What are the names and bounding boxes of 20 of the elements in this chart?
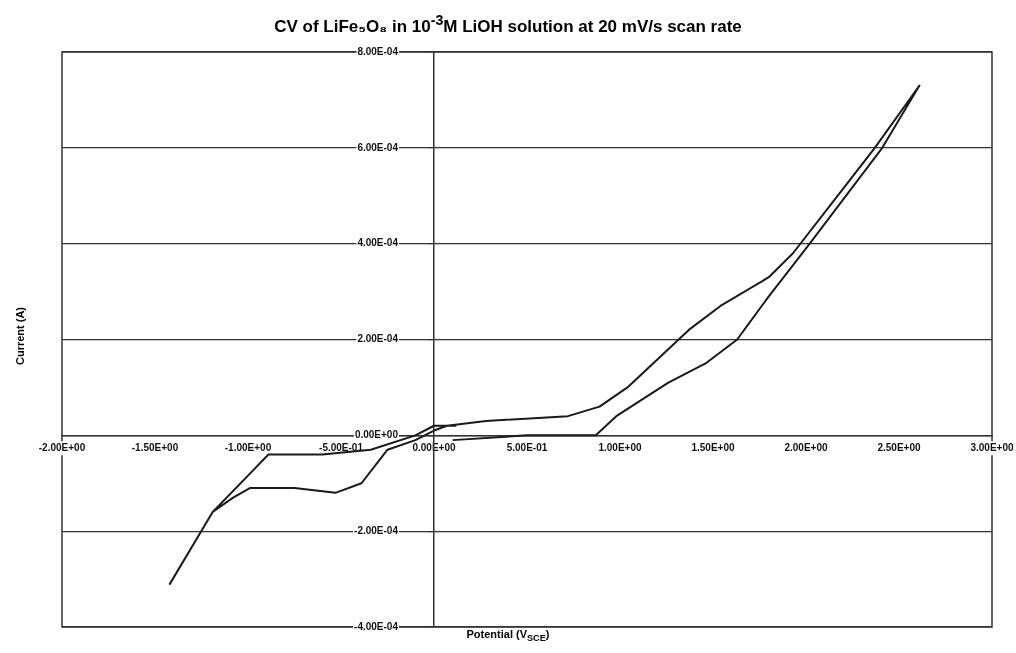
x-tick-label: 2.00E+00 bbox=[784, 442, 828, 454]
x-axis-title: Potential (V$_{SCE}$) bbox=[466, 628, 550, 644]
x-tick-label: 1.00E+00 bbox=[598, 442, 642, 454]
x-tick-label: -5.00E-01 bbox=[319, 442, 364, 454]
x-tick-label: -2.00E+00 bbox=[38, 442, 86, 454]
y-tick-label: -2.00E-04 bbox=[354, 524, 399, 536]
y-tick-label: 8.00E-04 bbox=[357, 45, 399, 57]
x-tick-label: 3.00E+00 bbox=[970, 442, 1014, 454]
y-tick-label: 4.00E-04 bbox=[357, 237, 399, 249]
chart-title: CV of LiFe₅O₈ in 10$^{-3}$M LiOH solution at 20 mV/s scan rate bbox=[273, 12, 743, 37]
x-tick-label: -1.50E+00 bbox=[131, 442, 179, 454]
x-tick-label: 1.50E+00 bbox=[691, 442, 735, 454]
y-tick-label: -4.00E-04 bbox=[354, 620, 399, 632]
x-tick-label: 5.00E-01 bbox=[506, 442, 548, 454]
y-tick-label: 0.00E+00 bbox=[354, 429, 399, 441]
y-tick-label: 2.00E-04 bbox=[357, 333, 399, 345]
y-axis-title: Current (A) bbox=[14, 305, 26, 368]
x-tick-label: 2.50E+00 bbox=[877, 442, 921, 454]
y-tick-label: 6.00E-04 bbox=[357, 141, 399, 153]
x-tick-label: -1.00E+00 bbox=[224, 442, 272, 454]
